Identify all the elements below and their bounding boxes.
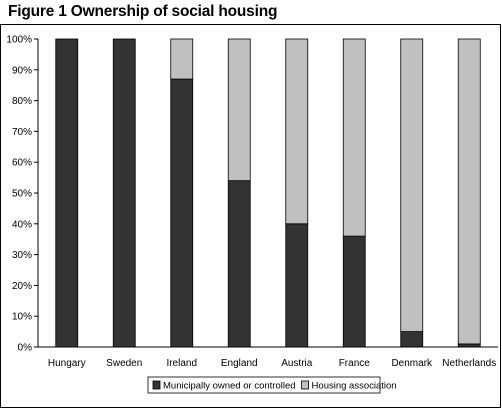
x-category-label: Austria <box>281 358 313 369</box>
y-tick-label: 30% <box>12 250 32 261</box>
x-category-label: England <box>221 358 258 369</box>
legend-label: Municipally owned or controlled <box>163 381 296 392</box>
y-tick-label: 40% <box>12 219 32 230</box>
bar-municipal <box>112 38 136 348</box>
bar-municipal <box>342 235 366 348</box>
bar-housing-association <box>227 38 251 182</box>
legend-swatch <box>301 380 309 390</box>
bar-housing-association <box>342 38 366 237</box>
bar-municipal <box>457 343 481 348</box>
bar-housing-association <box>285 38 309 225</box>
y-tick-label: 0% <box>18 343 33 354</box>
x-category-label: France <box>339 358 371 369</box>
stacked-bar-chart: 0% 10% 20% 30% 40% 50% 60% 70% 80% 90% 100% Hungary… <box>6 35 498 394</box>
chart-frame: 0% 10% 20% 30% 40% 50% 60% 70% 80% 90% 100% Hungary… <box>0 24 501 408</box>
bar-municipal <box>170 78 194 348</box>
x-category-label: Hungary <box>48 358 86 369</box>
bar-municipal <box>285 223 309 348</box>
y-tick-label: 80% <box>12 96 32 107</box>
y-tick-label: 70% <box>12 127 32 138</box>
bar-housing-association <box>457 38 481 345</box>
y-tick-label: 90% <box>12 65 32 76</box>
legend-box <box>147 376 381 394</box>
y-tick-label: 20% <box>12 281 32 292</box>
x-category-label: Denmark <box>391 358 433 369</box>
bar-municipal <box>227 180 251 348</box>
x-category-label: Sweden <box>106 358 142 369</box>
y-tick-label: 100% <box>6 35 32 46</box>
x-category-label: Ireland <box>166 358 197 369</box>
y-tick-label: 10% <box>12 312 32 323</box>
legend-swatch <box>152 380 161 390</box>
y-tick-label: 60% <box>12 158 32 169</box>
x-category-label: Netherlands <box>442 358 496 369</box>
legend-label: Housing association <box>312 381 397 392</box>
bar-housing-association <box>400 38 424 333</box>
bar-housing-association <box>170 38 194 80</box>
bar-municipal <box>55 38 79 348</box>
y-tick-label: 50% <box>12 189 32 200</box>
chart-title: Figure 1 Ownership of social housing <box>8 3 278 20</box>
bar-municipal <box>400 331 424 348</box>
